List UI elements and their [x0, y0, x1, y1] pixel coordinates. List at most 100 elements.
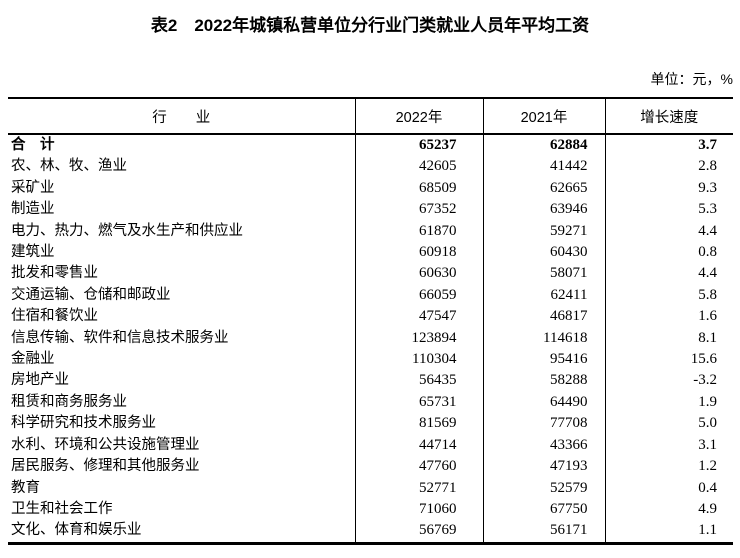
unit-note: 单位：元，% [650, 71, 733, 87]
table-row: 合 计 65237 62884 3.7 [8, 134, 733, 157]
cell-2021-value: 62665 [483, 177, 606, 200]
cell-2021-value: 63946 [483, 199, 606, 221]
cell-2021-value: 59271 [483, 220, 606, 243]
cell-2022-value: 60918 [355, 242, 484, 264]
cell-growth-value: 3.7 [698, 137, 717, 153]
cell-growth-value: 2.8 [698, 158, 717, 175]
cell-2022-value: 44714 [355, 434, 484, 457]
cell-2022-value: 66059 [355, 284, 484, 307]
cell-industry: 水利、环境和公共设施管理业 [8, 434, 356, 457]
table-row: 科学研究和技术服务业 81569 77708 5.0 [8, 413, 733, 435]
table-row: 制造业 67352 63946 5.3 [8, 199, 733, 221]
cell-industry: 信息传输、软件和信息技术服务业 [8, 327, 356, 350]
table-row: 交通运输、仓储和邮政业 66059 62411 5.8 [8, 284, 733, 307]
table-row: 文化、体育和娱乐业 56769 56171 1.1 [8, 520, 733, 544]
table-row: 采矿业 68509 62665 9.3 [8, 177, 733, 200]
cell-2022-value: 47760 [355, 456, 484, 478]
cell-industry: 卫生和社会工作 [8, 498, 356, 521]
table-row: 租赁和商务服务业 65731 64490 1.9 [8, 391, 733, 414]
cell-growth-value: 4.4 [698, 222, 717, 239]
cell-growth-value: 15.6 [690, 351, 717, 368]
cell-growth-value: 5.3 [698, 201, 717, 218]
header-2022: 2022年 [355, 98, 484, 134]
cell-industry: 房地产业 [8, 370, 356, 392]
header-industry: 行 业 [8, 98, 356, 134]
header-growth: 增长速度 [640, 109, 699, 126]
cell-growth-value: 1.2 [698, 458, 717, 475]
cell-2021-value: 43366 [483, 434, 606, 457]
cell-growth-value: -3.2 [693, 372, 717, 389]
cell-2022-value: 52771 [355, 477, 484, 499]
table-row: 住宿和餐饮业 47547 46817 1.6 [8, 306, 733, 328]
cell-growth-value: 4.9 [698, 500, 717, 517]
cell-industry: 金融业 [8, 349, 356, 371]
table-row: 建筑业 60918 60430 0.8 [8, 242, 733, 264]
cell-industry: 教育 [8, 477, 356, 499]
cell-growth-value: 5.0 [698, 415, 717, 432]
cell-growth-value: 8.1 [698, 329, 717, 346]
table-header: 行 业 2022年 2021年 增长速度 [8, 98, 733, 134]
cell-growth-value: 0.8 [698, 244, 717, 261]
cell-2021-value: 114618 [483, 327, 606, 350]
cell-2022-value: 56435 [355, 370, 484, 392]
cell-2022-value: 81569 [355, 413, 484, 435]
cell-growth-value: 1.9 [698, 393, 717, 410]
cell-industry: 批发和零售业 [8, 263, 356, 285]
table-row: 居民服务、修理和其他服务业 47760 47193 1.2 [8, 456, 733, 478]
wage-table-container: 行 业 2022年 2021年 增长速度 合 计 65237 62884 3.7… [8, 97, 733, 545]
table-row: 水利、环境和公共设施管理业 44714 43366 3.1 [8, 434, 733, 457]
cell-2022-value: 123894 [355, 327, 484, 350]
wage-table: 行 业 2022年 2021年 增长速度 合 计 65237 62884 3.7… [8, 97, 733, 545]
cell-industry: 采矿业 [8, 177, 356, 200]
cell-2021-value: 67750 [483, 498, 606, 521]
cell-2022-value: 110304 [355, 349, 484, 371]
cell-industry: 科学研究和技术服务业 [8, 413, 356, 435]
table-row: 金融业 110304 95416 15.6 [8, 349, 733, 371]
table-body: 合 计 65237 62884 3.7 农、林、牧、渔业 42605 41442… [8, 134, 733, 544]
cell-2022-value: 60630 [355, 263, 484, 285]
cell-2021-value: 95416 [483, 349, 606, 371]
header-2021: 2021年 [483, 98, 606, 134]
header-row: 行 业 2022年 2021年 增长速度 [8, 98, 733, 134]
table-row: 农、林、牧、渔业 42605 41442 2.8 [8, 156, 733, 178]
cell-growth-value: 3.1 [698, 436, 717, 453]
cell-2021-value: 41442 [483, 156, 606, 178]
cell-2022-value: 68509 [355, 177, 484, 200]
cell-industry: 租赁和商务服务业 [8, 391, 356, 414]
cell-2021-value: 77708 [483, 413, 606, 435]
cell-growth-value: 1.1 [698, 522, 717, 539]
cell-2021-value: 47193 [483, 456, 606, 478]
cell-industry: 制造业 [8, 199, 356, 221]
cell-growth-value: 1.6 [698, 308, 717, 325]
cell-2021-value: 56171 [483, 520, 606, 544]
table-row: 信息传输、软件和信息技术服务业 123894 114618 8.1 [8, 327, 733, 350]
cell-industry: 农、林、牧、渔业 [8, 156, 356, 178]
cell-industry: 建筑业 [8, 242, 356, 264]
cell-industry: 住宿和餐饮业 [8, 306, 356, 328]
cell-industry: 居民服务、修理和其他服务业 [8, 456, 356, 478]
table-row: 教育 52771 52579 0.4 [8, 477, 733, 499]
cell-industry: 文化、体育和娱乐业 [8, 520, 356, 544]
cell-2022-value: 61870 [355, 220, 484, 243]
cell-2022-value: 47547 [355, 306, 484, 328]
cell-growth-value: 4.4 [698, 265, 717, 282]
cell-2021-value: 46817 [483, 306, 606, 328]
cell-2022-value: 67352 [355, 199, 484, 221]
cell-growth-value: 5.8 [698, 286, 717, 303]
cell-2021-value: 58071 [483, 263, 606, 285]
cell-2022-value: 65237 [355, 134, 484, 157]
cell-2021-value: 64490 [483, 391, 606, 414]
cell-industry: 交通运输、仓储和邮政业 [8, 284, 356, 307]
cell-2022-value: 56769 [355, 520, 484, 544]
table-row: 房地产业 56435 58288 -3.2 [8, 370, 733, 392]
cell-2021-value: 62884 [483, 134, 606, 157]
cell-2021-value: 62411 [483, 284, 606, 307]
cell-growth-value: 0.4 [698, 479, 717, 496]
cell-2021-value: 60430 [483, 242, 606, 264]
table-row: 批发和零售业 60630 58071 4.4 [8, 263, 733, 285]
cell-2022-value: 71060 [355, 498, 484, 521]
cell-industry: 电力、热力、燃气及水生产和供应业 [8, 220, 356, 243]
cell-growth-value: 9.3 [698, 179, 717, 196]
table-row: 卫生和社会工作 71060 67750 4.9 [8, 498, 733, 521]
